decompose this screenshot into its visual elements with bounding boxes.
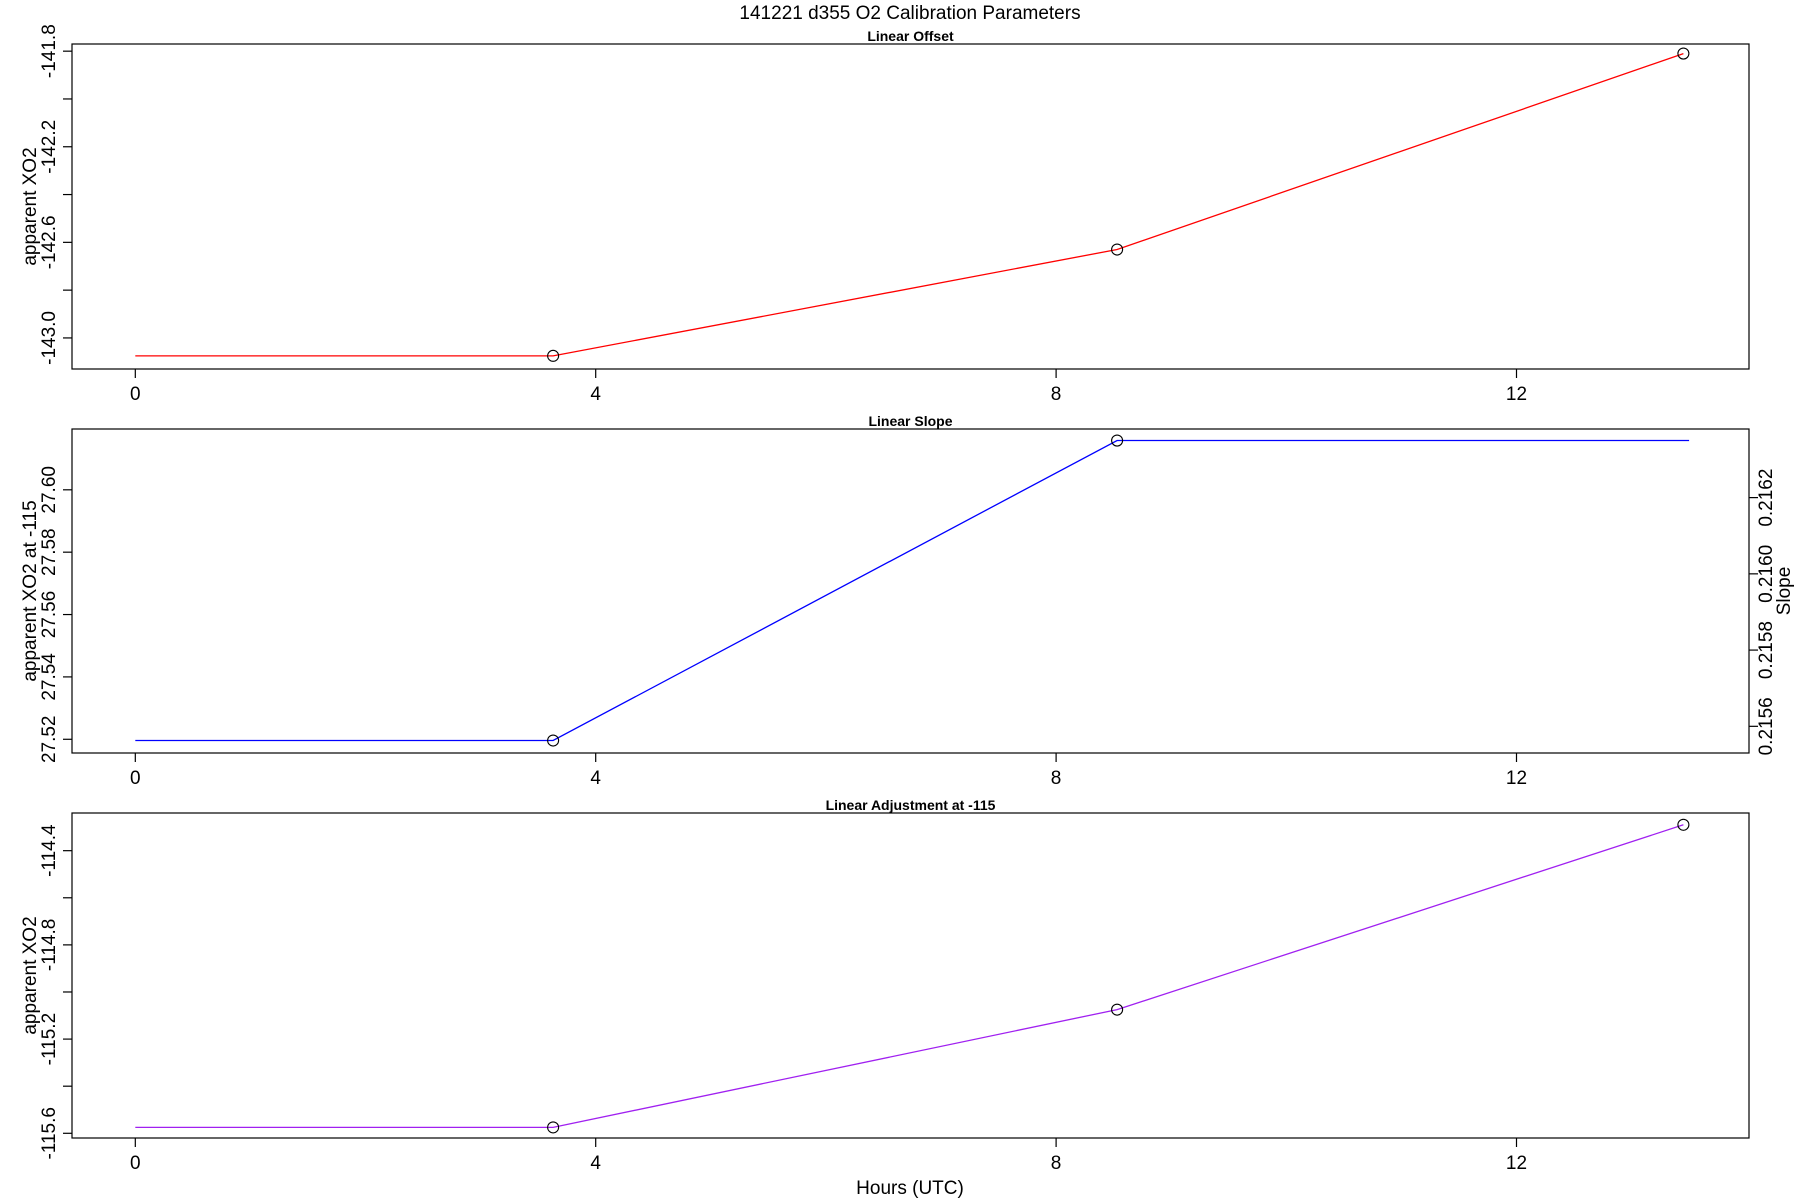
panel-1: Linear Offset 0 4 8 12 -143.0 -142.6 -142.2 -141… bbox=[20, 24, 1750, 405]
x-tick-label: 4 bbox=[590, 1153, 601, 1174]
data-point-marker bbox=[1111, 1003, 1124, 1016]
panels-group: Linear Offset 0 4 8 12 -143.0 -142.6 -142.2 -141… bbox=[20, 24, 1795, 1174]
y-tick-label: -142.2 bbox=[39, 120, 60, 174]
x-tick-label: 8 bbox=[1051, 768, 1062, 789]
y-tick-label: 27.58 bbox=[39, 528, 60, 576]
y-tick-label: 27.54 bbox=[39, 653, 60, 701]
x-tick-label: 4 bbox=[590, 384, 601, 405]
panel-2: Linear Slope 0 4 8 12 27.52 27.54 27.56 27.58 27.… bbox=[20, 413, 1795, 789]
data-point-marker bbox=[547, 349, 560, 362]
data-point-marker bbox=[547, 1121, 560, 1134]
y-tick-label: 27.60 bbox=[39, 466, 60, 514]
x-tick-label: 12 bbox=[1506, 768, 1527, 789]
x-axis-label: Hours (UTC) bbox=[856, 1178, 964, 1199]
y-tick-label: -141.8 bbox=[39, 24, 60, 78]
x-tick-label: 12 bbox=[1506, 1153, 1527, 1174]
data-point-marker bbox=[1111, 243, 1124, 256]
x-tick-label: 12 bbox=[1506, 384, 1527, 405]
data-point-marker bbox=[547, 734, 560, 747]
y-right-tick-label: 0.2158 bbox=[1756, 621, 1777, 679]
y-right-tick-label: 0.2160 bbox=[1756, 545, 1777, 603]
y-right-axis-label: Slope bbox=[1774, 567, 1795, 616]
y-right-tick-label: 0.2162 bbox=[1756, 469, 1777, 527]
x-tick-label: 8 bbox=[1051, 384, 1062, 405]
y-axis-label: apparent XO2 bbox=[20, 147, 41, 265]
y-tick-label: -142.6 bbox=[39, 215, 60, 269]
data-point-marker bbox=[1111, 434, 1124, 447]
y-tick-label: 27.56 bbox=[39, 591, 60, 639]
x-tick-label: 8 bbox=[1051, 1153, 1062, 1174]
y-tick-label: 27.52 bbox=[39, 716, 60, 764]
panel-title: Linear Offset bbox=[867, 28, 954, 44]
y-axis-label: apparent XO2 bbox=[20, 916, 41, 1034]
series-line bbox=[135, 824, 1684, 1129]
x-tick-label: 0 bbox=[130, 384, 141, 405]
plot-frame bbox=[71, 812, 1750, 1139]
y-axis-label: apparent XO2 at -115 bbox=[20, 500, 41, 681]
plot-frame bbox=[71, 43, 1750, 370]
y-right-tick-label: 0.2156 bbox=[1756, 697, 1777, 755]
y-tick-label: -115.2 bbox=[39, 1013, 60, 1065]
plot-frame bbox=[71, 428, 1750, 754]
data-point-marker bbox=[1677, 818, 1690, 831]
data-point-marker bbox=[1677, 47, 1690, 60]
x-tick-label: 0 bbox=[130, 768, 141, 789]
x-tick-label: 4 bbox=[590, 768, 601, 789]
y-tick-label: -114.4 bbox=[39, 824, 60, 877]
series-line bbox=[135, 52, 1684, 357]
panel-title: Linear Slope bbox=[868, 413, 952, 429]
y-tick-label: -114.8 bbox=[39, 919, 60, 971]
x-tick-label: 0 bbox=[130, 1153, 141, 1174]
panel-3: Linear Adjustment at -115 0 4 8 12 -115.6 -115… bbox=[20, 797, 1750, 1174]
y-tick-label: -143.0 bbox=[39, 311, 60, 365]
figure-title: 141221 d355 O2 Calibration Parameters bbox=[739, 3, 1080, 24]
panel-title: Linear Adjustment at -115 bbox=[826, 797, 996, 813]
series-line bbox=[135, 439, 1690, 742]
y-tick-label: -115.6 bbox=[39, 1107, 60, 1159]
